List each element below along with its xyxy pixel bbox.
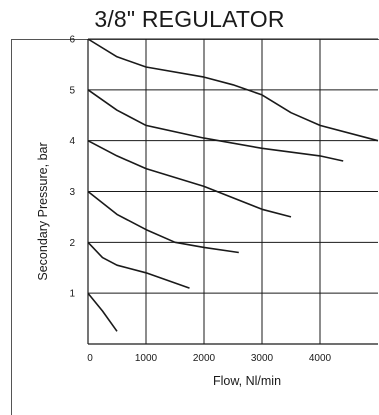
y-tick-label: 6 [69, 35, 75, 46]
grid-lines [88, 38, 378, 344]
y-tick-label: 1 [69, 289, 75, 300]
series-line [87, 89, 344, 162]
x-axis-label: Flow, Nl/min [213, 374, 281, 388]
series-line [87, 38, 379, 142]
x-tick-label: 0 [87, 353, 93, 364]
x-tick-label: 3000 [251, 353, 274, 364]
x-tick-label: 4000 [309, 353, 332, 364]
x-tick-label: 2000 [193, 353, 216, 364]
y-tick-label: 3 [69, 187, 75, 198]
x-tick-labels: 0 1000 2000 3000 4000 [87, 353, 331, 364]
series-line [87, 190, 239, 254]
y-tick-label: 5 [69, 85, 75, 96]
y-tick-label: 4 [69, 136, 75, 147]
y-tick-labels: 1 2 3 4 5 6 [69, 35, 75, 300]
series-line [87, 292, 118, 332]
chart-title: 3/8" REGULATOR [94, 6, 285, 32]
y-axis-label: Secondary Pressure, bar [36, 142, 50, 280]
x-tick-label: 1000 [135, 353, 158, 364]
series-lines [87, 38, 379, 332]
y-tick-label: 2 [69, 238, 75, 249]
series-line [87, 139, 292, 218]
series-line [87, 241, 190, 289]
